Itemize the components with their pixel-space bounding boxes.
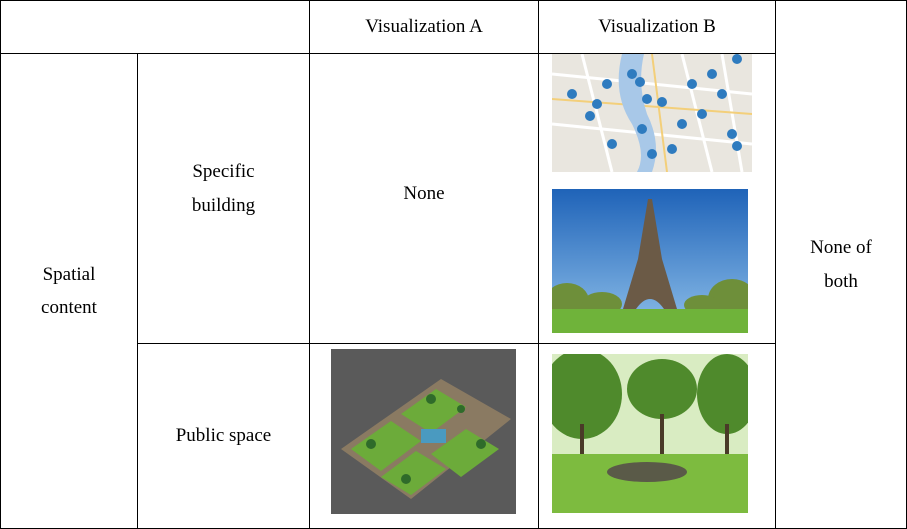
header-cell: Visualization B <box>538 0 776 54</box>
header-text: Visualization B <box>598 16 716 38</box>
row-group-cell: Spatial content <box>0 53 138 529</box>
row-label-cell: Public space <box>137 343 310 529</box>
header-text: Visualization A <box>365 16 483 38</box>
garden-model-image <box>331 349 516 514</box>
cell-text: Spatial content <box>41 263 97 318</box>
cell-text: Public space <box>175 425 272 447</box>
cell: None <box>309 53 539 344</box>
header-cell: Visualization A <box>309 0 539 54</box>
park-image <box>552 354 748 513</box>
header-empty-cell <box>0 0 310 54</box>
cell-text: Specific building <box>191 161 256 216</box>
last-column-cell: None of both <box>775 0 907 529</box>
map-image <box>552 54 752 172</box>
eiffel-image <box>552 189 748 333</box>
cell-text: None of both <box>810 237 872 292</box>
row-label-cell: Specific building <box>137 53 310 344</box>
cell-text: None <box>403 182 445 204</box>
